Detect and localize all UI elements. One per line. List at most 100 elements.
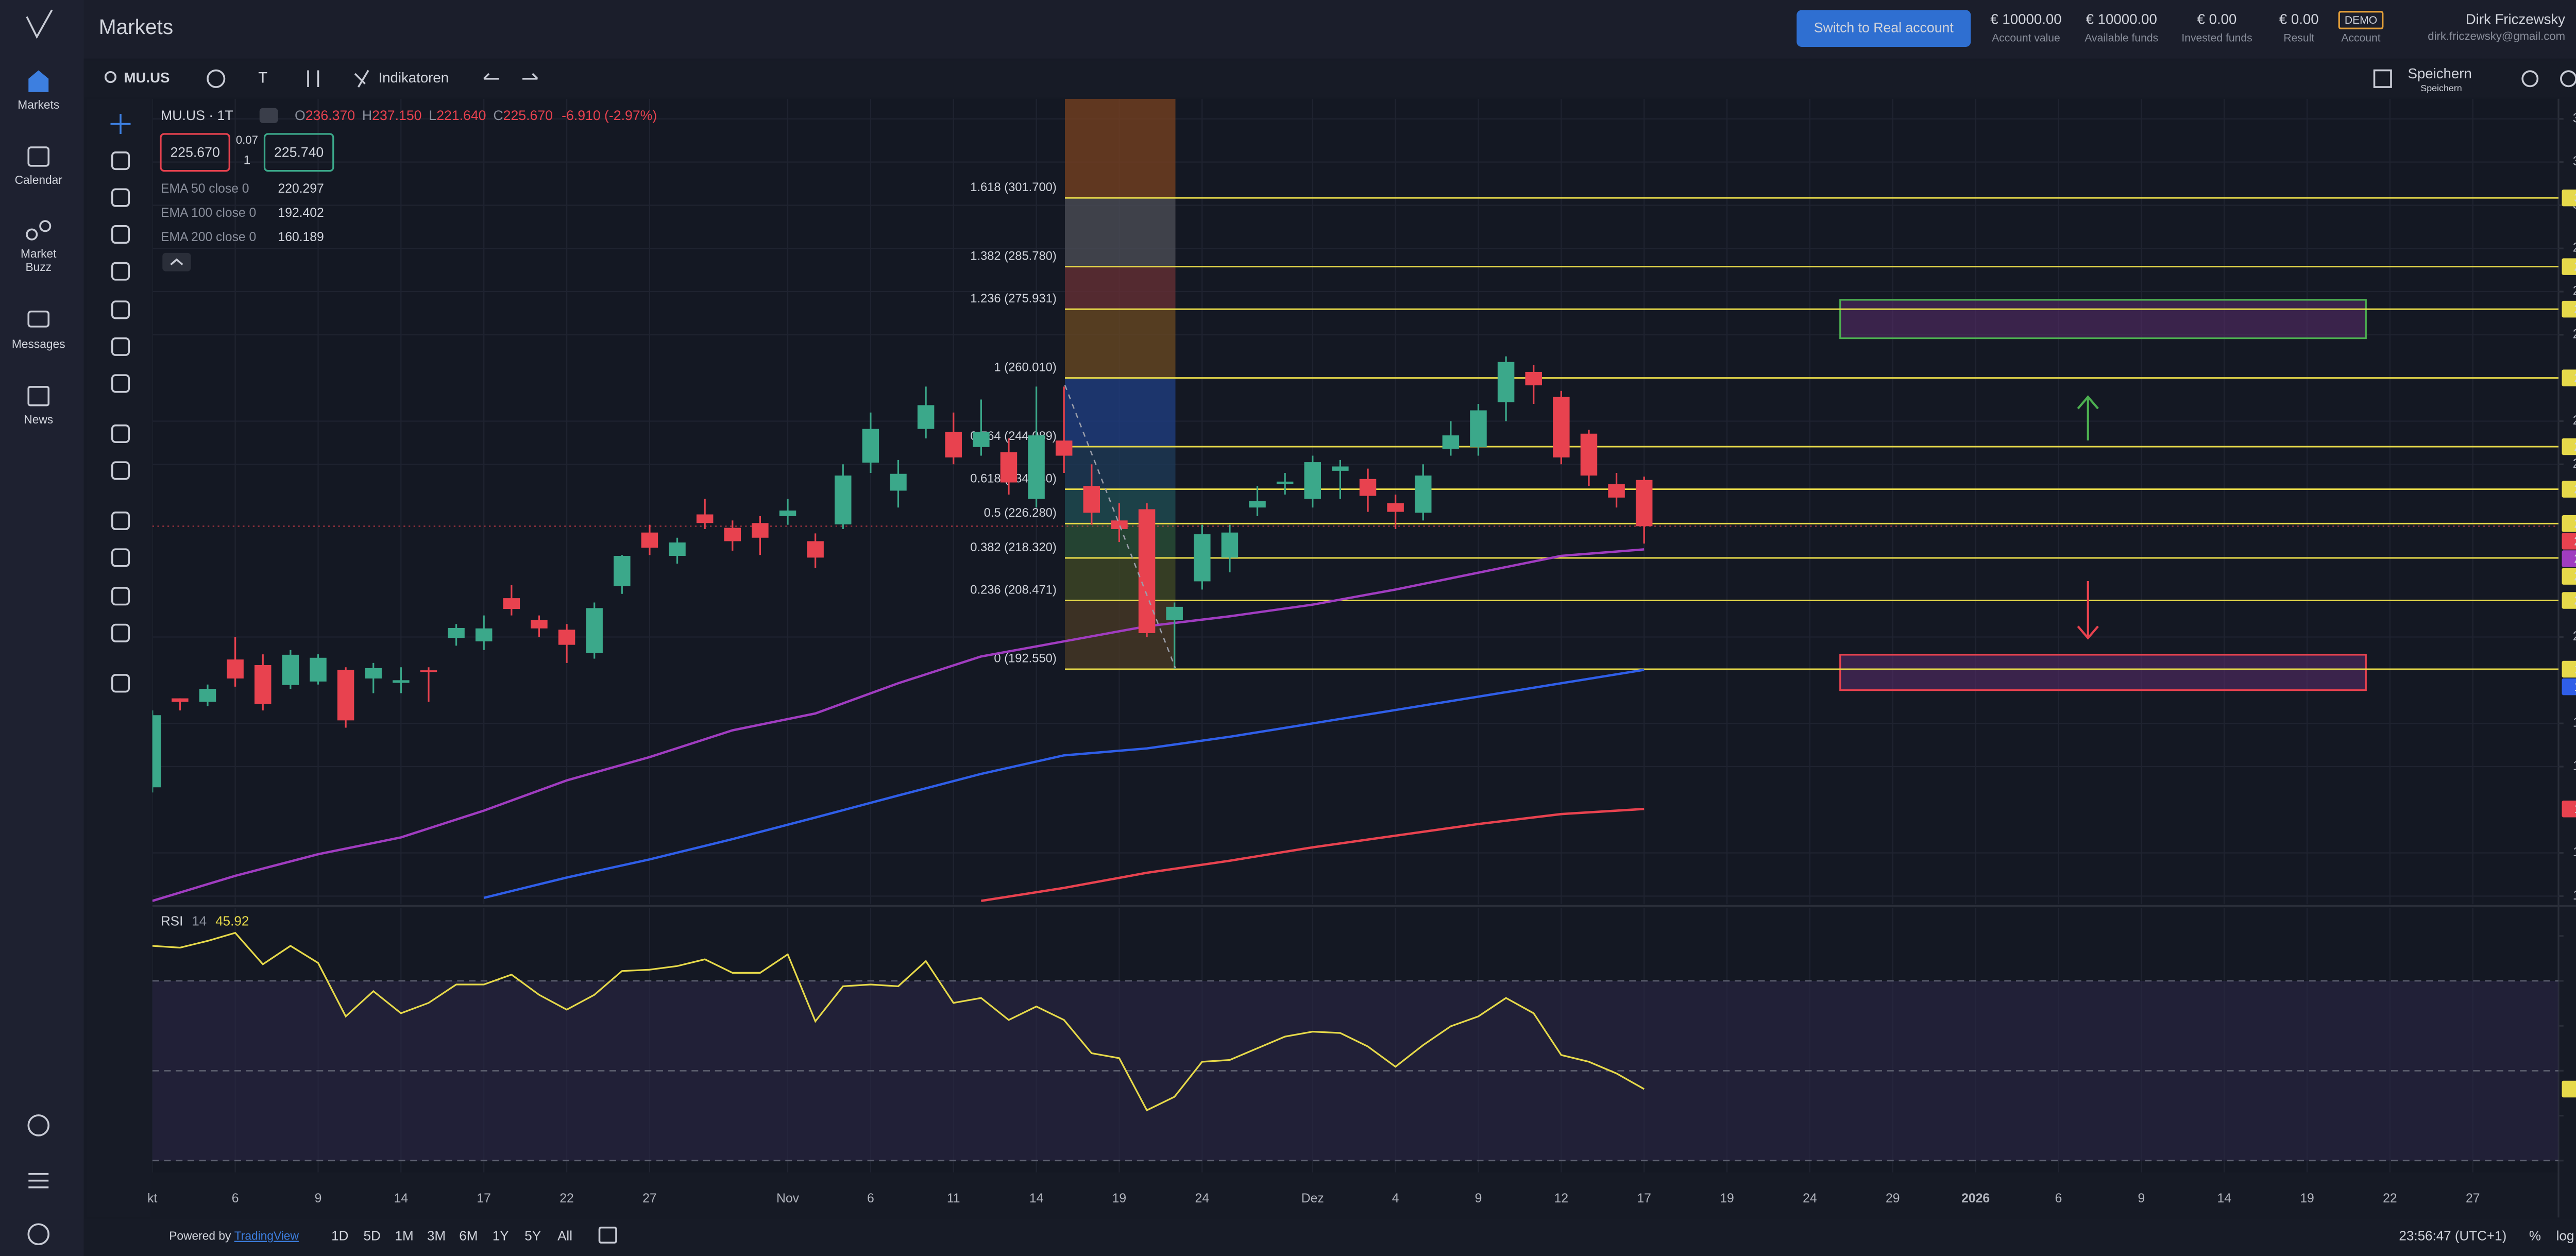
log-toggle[interactable]: log [2556,1228,2574,1243]
candle-body [696,514,714,523]
calendar-icon[interactable] [27,146,50,167]
candle-body [254,665,272,704]
price-axis-label-bg [2562,369,2576,386]
nav-news[interactable]: News [24,413,53,426]
price-axis-label-bg [2562,258,2576,275]
nav-calendar[interactable]: Calendar [15,173,63,186]
indicators-icon[interactable] [354,70,369,88]
settings-icon[interactable] [28,1173,49,1189]
tool-icon[interactable] [111,623,130,642]
y-tick-label: 320.000 [2573,111,2576,125]
candle-body [724,528,741,541]
theme-toggle[interactable] [27,1114,50,1136]
candle-body [1608,484,1625,498]
tool-icon[interactable] [111,548,130,567]
switch-button-label[interactable]: Switch to Real account [1814,20,1954,35]
legend-toggle[interactable] [162,252,191,271]
candle-body [1332,466,1349,471]
candle-body [1000,452,1018,483]
range-button[interactable]: 6M [459,1228,478,1243]
candle-body [1276,481,1294,484]
candle-body [199,689,216,702]
price-axis-label-bg [2562,800,2576,818]
tool-icon[interactable] [111,424,130,443]
tool-icon[interactable] [111,674,130,693]
undo-button[interactable] [483,73,499,80]
nav-messages[interactable]: Messages [12,337,65,351]
range-button[interactable]: 1M [395,1228,413,1243]
markets-icon[interactable] [28,70,49,92]
save-button[interactable]: Speichern [2408,65,2472,81]
messages-icon[interactable] [27,310,50,328]
nav-market-buzz[interactable]: Buzz [25,260,52,274]
price-axis-label: 301.700 [2574,191,2576,205]
tool-icon[interactable] [111,151,130,171]
range-button[interactable]: All [557,1228,572,1243]
price-axis-label: 192.402 [2574,680,2576,694]
rsi-line [152,931,1645,1112]
range-button[interactable]: 1D [331,1228,348,1243]
compare-button[interactable] [207,69,226,88]
sidebar [0,0,84,1256]
ohlc-key: C [493,108,503,123]
ema-line [483,668,1645,899]
symbol-search[interactable]: MU.US [124,70,170,86]
redo-button[interactable] [522,73,538,80]
switch-button[interactable] [1797,10,1971,47]
candle-body [531,620,548,629]
search-icon[interactable] [104,71,117,83]
tool-icon[interactable] [111,337,130,356]
nav-markets[interactable]: Markets [18,98,59,111]
spread: 0.07 [236,133,258,146]
buy-box[interactable] [263,133,334,172]
y-tick-label: 270.000 [2573,327,2576,341]
legend-collapse[interactable] [259,108,278,123]
interval-button[interactable]: T [258,70,267,87]
tool-icon[interactable] [110,114,131,134]
logo[interactable] [26,9,53,39]
layout-checkbox[interactable] [2373,69,2392,88]
settings-button[interactable] [2560,70,2576,88]
indicators-button[interactable]: Indikatoren [379,70,449,86]
powered-by-text: Powered by [169,1229,231,1243]
range-button[interactable]: 3M [427,1228,446,1243]
ema-legend-value: 220.297 [278,182,324,196]
nav-market-buzz[interactable]: Market [21,247,57,260]
price-axis-label-bg [2562,550,2576,567]
tradingview-link[interactable]: TradingView [234,1229,299,1243]
candle-body [1414,476,1432,513]
help-icon[interactable] [27,1223,50,1246]
tool-icon[interactable] [111,225,130,244]
range-box [1839,654,2367,691]
sell-box[interactable] [160,133,230,172]
ohlc-value: 225.670 [503,108,553,123]
stat-label: Account value [1992,32,2060,44]
tool-icon[interactable] [111,511,130,530]
tool-icon[interactable] [111,262,130,281]
percent-toggle[interactable]: % [2529,1228,2541,1243]
fib-band [1065,489,1176,524]
range-button[interactable]: 5Y [524,1228,541,1243]
buzz-icon[interactable] [39,220,52,232]
tool-icon[interactable] [111,300,130,319]
x-tick-label: 2026 [1961,1192,1990,1206]
x-tick-label: kt [147,1192,157,1206]
tool-icon[interactable] [111,587,130,606]
fib-label: 0.382 (218.320) [970,541,1056,554]
range-button[interactable]: 5D [364,1228,381,1243]
up-arrow [2077,395,2099,440]
sell-price[interactable]: 225.670 [170,144,219,160]
buzz-icon[interactable] [26,228,38,241]
tool-icon[interactable] [111,461,130,480]
chart-type-button[interactable] [307,70,319,88]
range-button[interactable]: 1Y [493,1228,509,1243]
news-icon[interactable] [27,386,50,406]
tool-icon[interactable] [111,188,130,207]
alert-button[interactable] [2521,70,2539,88]
price-axis-label: 225.670 [2574,534,2576,548]
buy-price[interactable]: 225.740 [274,144,324,160]
tool-icon[interactable] [111,374,130,393]
candle-body [475,628,493,641]
date-range-button[interactable] [598,1226,617,1244]
